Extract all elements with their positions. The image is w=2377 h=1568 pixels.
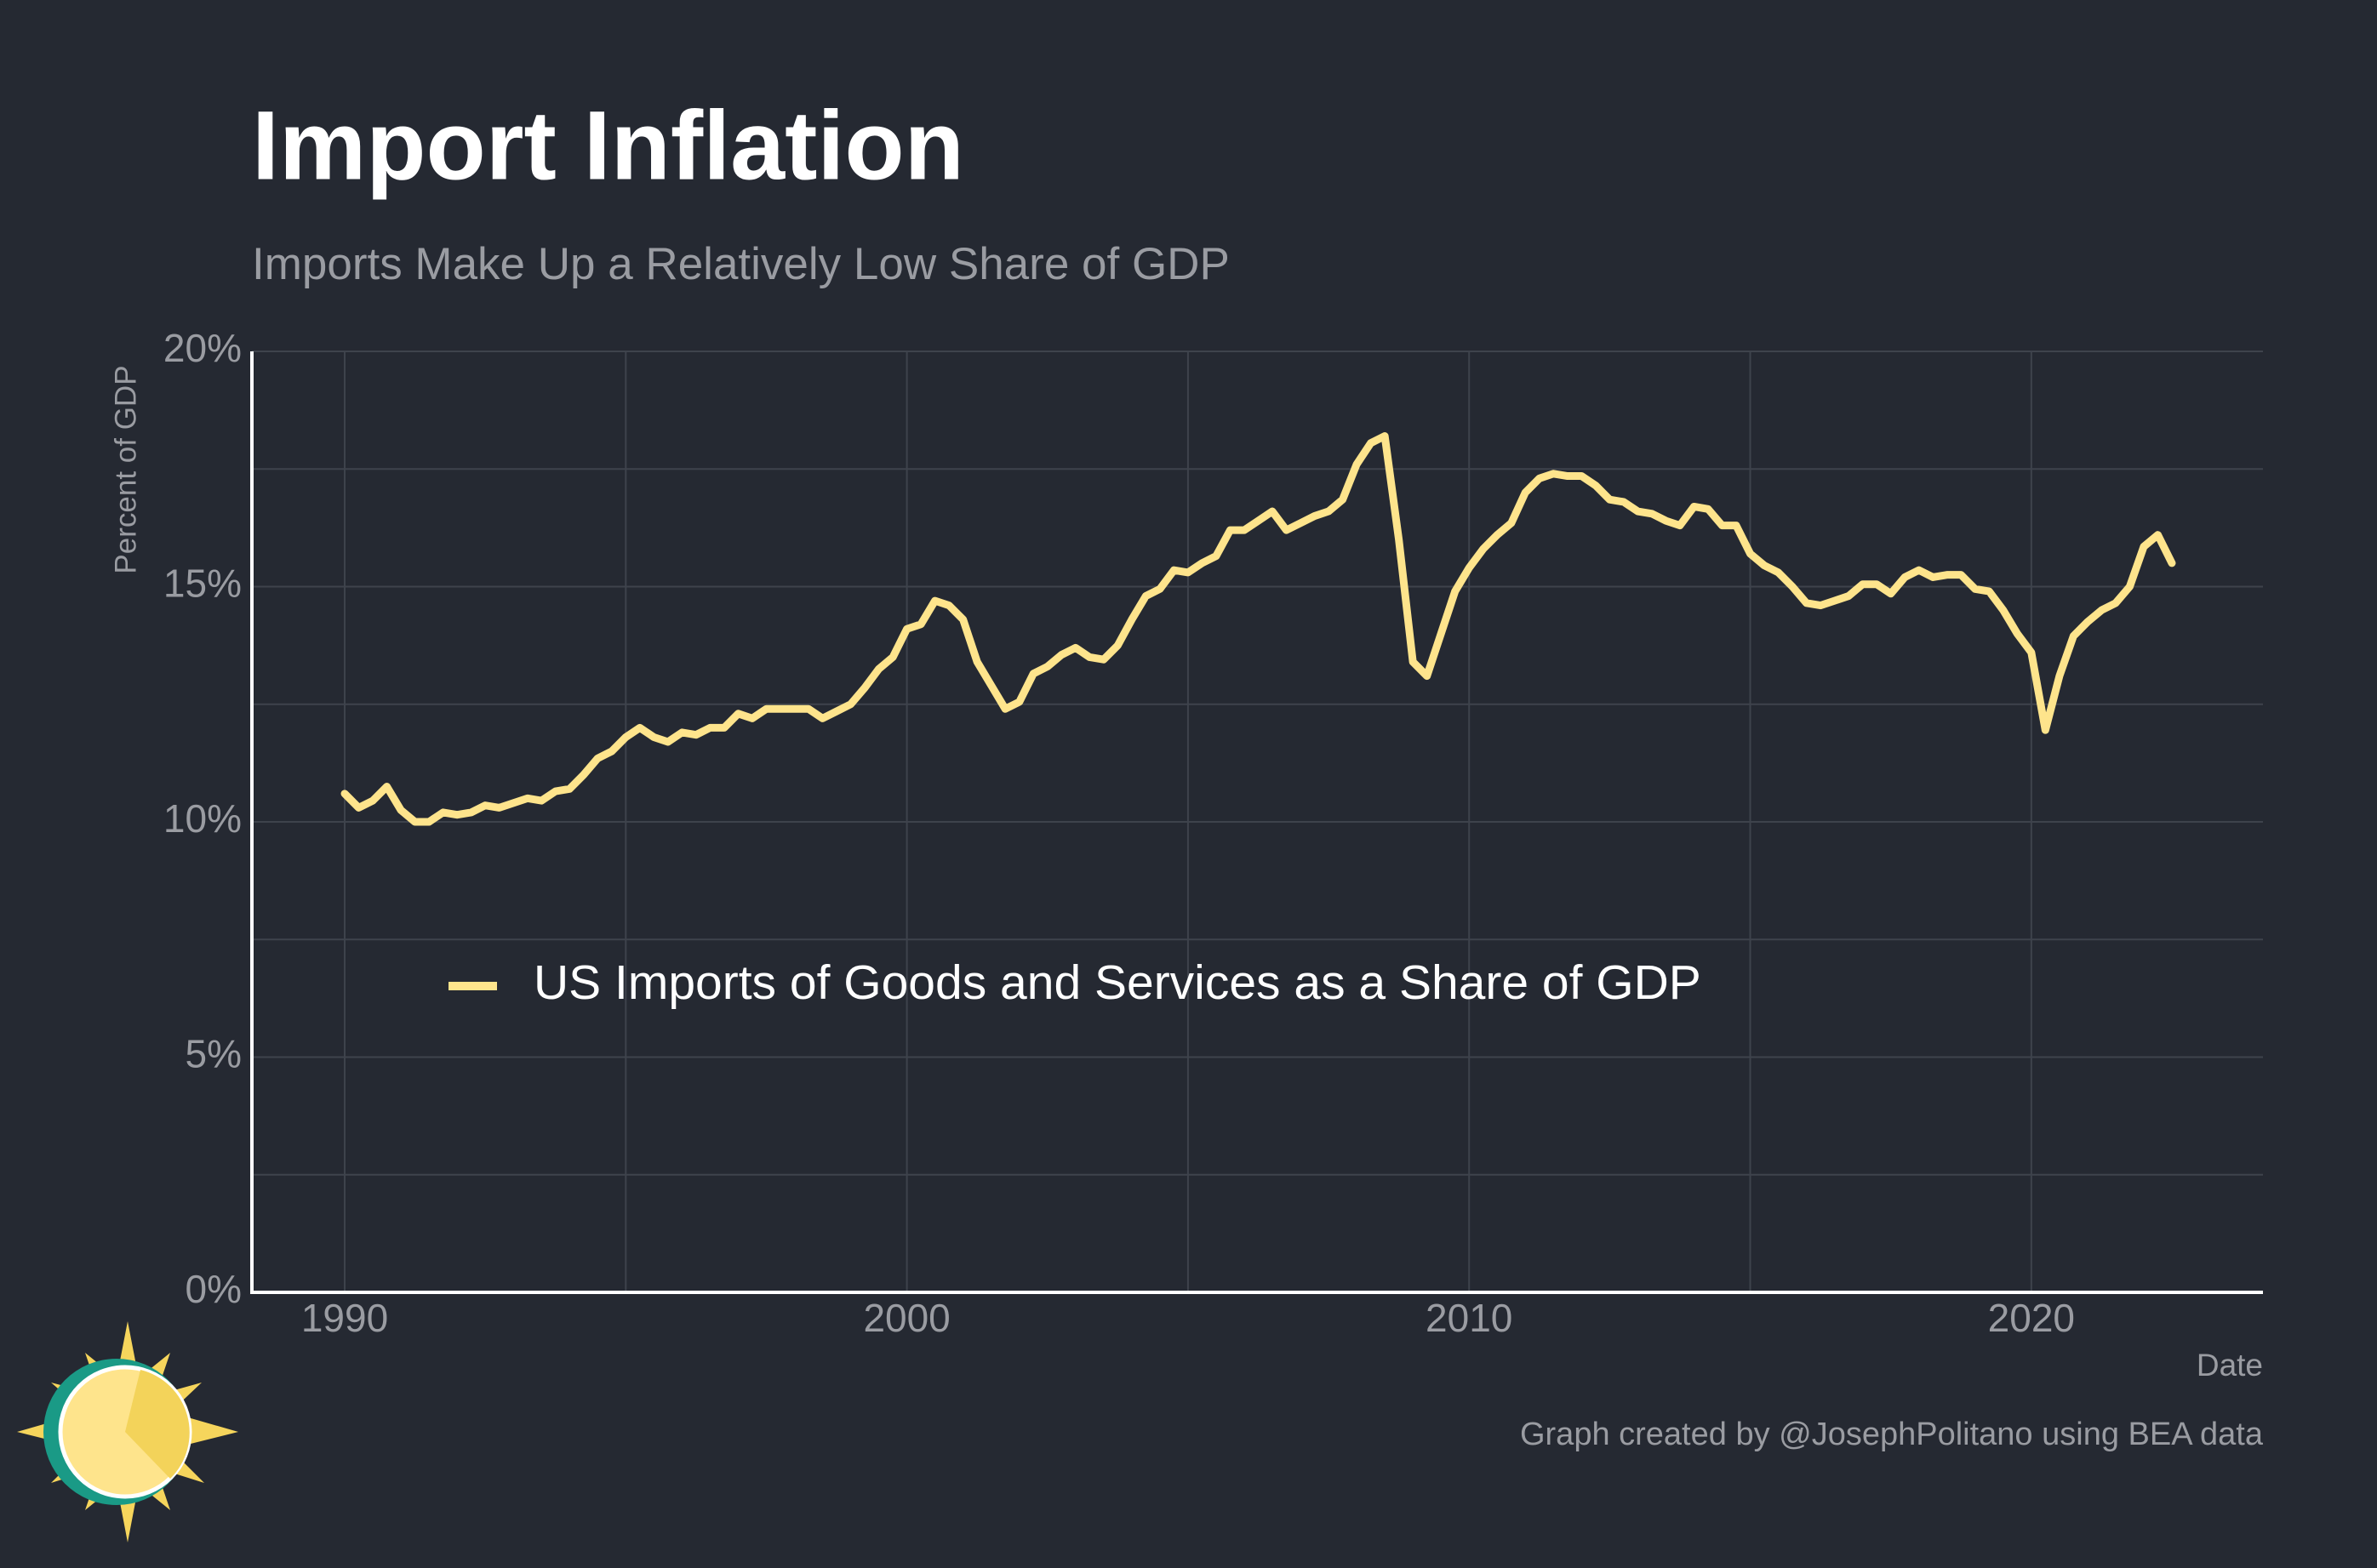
y-tick-label: 10% (163, 796, 242, 841)
chart-title: Import Inflation (252, 91, 964, 200)
logo (17, 1321, 238, 1542)
legend-label: US Imports of Goods and Services as a Sh… (534, 955, 1701, 1010)
y-axis-label: Percent of GDP (109, 365, 142, 573)
x-tick-label: 2020 (1988, 1296, 2075, 1340)
x-axis-label: Date (2197, 1348, 2263, 1383)
y-tick-label: 15% (163, 562, 242, 606)
data-line (340, 432, 2176, 826)
y-tick-label: 20% (163, 326, 242, 370)
credit: Graph created by @JosephPolitano using B… (1520, 1417, 2264, 1452)
x-tick-label: 2000 (863, 1296, 950, 1340)
x-tick-label: 1990 (301, 1296, 388, 1340)
y-tick-label: 0% (186, 1267, 242, 1311)
chart-subtitle: Imports Make Up a Relatively Low Share o… (252, 239, 1230, 289)
logo-wedge (125, 1370, 190, 1479)
y-tick-label: 5% (186, 1032, 242, 1076)
x-tick-label: 2010 (1426, 1296, 1512, 1340)
